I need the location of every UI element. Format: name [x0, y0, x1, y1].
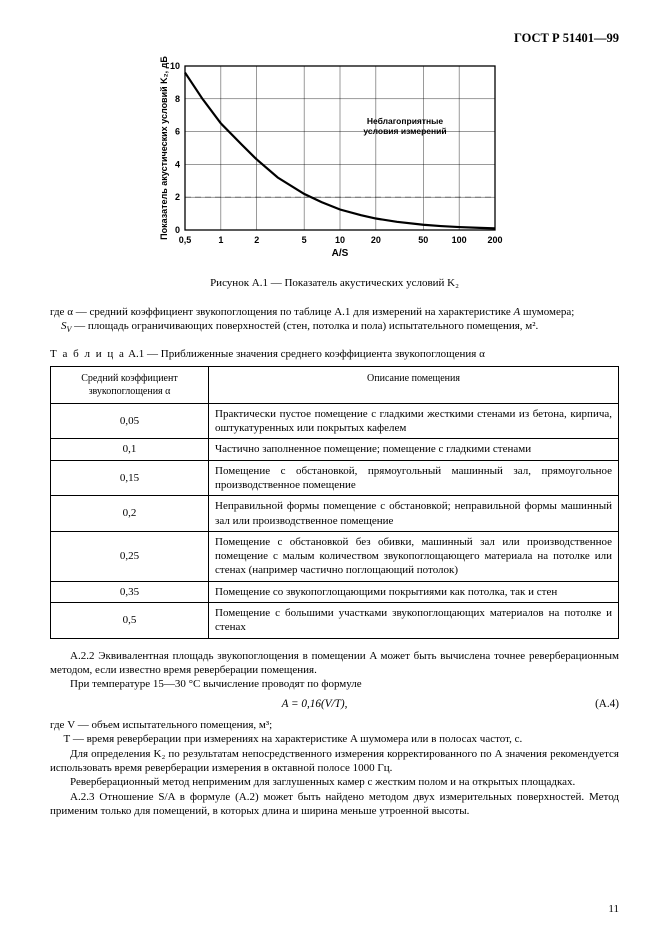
table-cell-alpha: 0,05 [51, 403, 209, 439]
table-cell-alpha: 0,25 [51, 531, 209, 581]
svg-text:50: 50 [418, 235, 428, 245]
svg-text:4: 4 [174, 160, 179, 170]
svg-text:2: 2 [174, 192, 179, 202]
doc-header: ГОСТ Р 51401—99 [50, 30, 619, 46]
col-desc: Описание помещения [209, 366, 619, 403]
svg-text:условия измерений: условия измерений [363, 126, 446, 136]
table-cell-alpha: 0,5 [51, 602, 209, 638]
svg-text:0,5: 0,5 [178, 235, 191, 245]
para-reverb: Реверберационный метод неприменим для за… [50, 775, 619, 789]
table-cell-desc: Помещение с обстановкой, прямоугольный м… [209, 460, 619, 496]
svg-text:20: 20 [370, 235, 380, 245]
svg-text:100: 100 [451, 235, 466, 245]
table-cell-alpha: 0,1 [51, 439, 209, 460]
para-a22: А.2.2 Эквивалентная площадь звукопоглоще… [50, 649, 619, 678]
para-a23: А.2.3 Отношение S/A в формуле (А.2) може… [50, 790, 619, 819]
table-cell-alpha: 0,35 [51, 581, 209, 602]
svg-text:Неблагоприятные: Неблагоприятные [366, 116, 443, 126]
page-number: 11 [608, 902, 619, 916]
col-alpha: Средний коэффициент звукопоглощения α [51, 366, 209, 403]
chart-figure: Неблагоприятные условия измерений 0,5 1 2 5… [50, 56, 619, 266]
formula-a4: A = 0,16(V/T), (А.4) [50, 697, 619, 712]
where-block: где α — средний коэффициент звукопоглоще… [50, 305, 619, 336]
svg-text:1: 1 [218, 235, 223, 245]
where-v: где V — объем испытательного помещения, … [50, 718, 619, 732]
para-k2: Для определения K₂ по результатам непоср… [50, 747, 619, 776]
svg-text:Показатель акустических услови: Показатель акустических условий K₂, дБ [159, 56, 169, 240]
svg-text:2: 2 [254, 235, 259, 245]
table-cell-desc: Частично заполненное помещение; помещени… [209, 439, 619, 460]
figure-caption: Рисунок А.1 — Показатель акустических ус… [50, 276, 619, 290]
table-cell-desc: Практически пустое помещение с гладкими … [209, 403, 619, 439]
para-temp: При температуре 15—30 °С вычисление пров… [50, 677, 619, 691]
table-cell-desc: Неправильной формы помещение с обстановк… [209, 496, 619, 532]
svg-text:10: 10 [334, 235, 344, 245]
svg-text:8: 8 [174, 94, 179, 104]
svg-text:5: 5 [301, 235, 306, 245]
svg-text:6: 6 [174, 127, 179, 137]
table-cell-desc: Помещение с большими участками звукопогл… [209, 602, 619, 638]
svg-text:0: 0 [174, 225, 179, 235]
svg-text:10: 10 [169, 61, 179, 71]
table-cell-desc: Помещение со звукопоглощающими покрытиям… [209, 581, 619, 602]
table-cell-alpha: 0,2 [51, 496, 209, 532]
table-title: Т а б л и ц а А.1 — Приближенные значени… [50, 347, 619, 361]
table-cell-desc: Помещение с обстановкой без обивки, маши… [209, 531, 619, 581]
svg-text:A/S: A/S [331, 248, 348, 259]
table-cell-alpha: 0,15 [51, 460, 209, 496]
where-t: T — время реверберации при измерениях на… [50, 732, 619, 746]
absorption-table: Средний коэффициент звукопоглощения αОпи… [50, 366, 619, 639]
svg-text:200: 200 [487, 235, 502, 245]
